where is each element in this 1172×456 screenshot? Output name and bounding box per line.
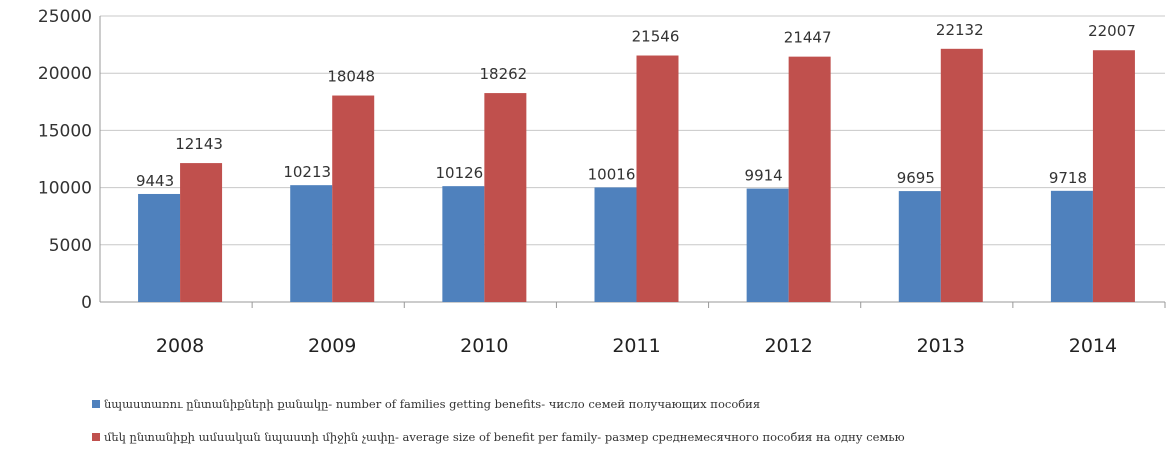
bar-families-2010 (442, 186, 485, 302)
data-label: 9718 (1049, 169, 1087, 187)
x-tick-label: 2012 (764, 335, 812, 357)
data-label: 21546 (632, 28, 680, 46)
bar-families-2011 (594, 187, 637, 302)
x-tick-label: 2013 (917, 335, 965, 357)
legend-swatch-benefit-size (92, 433, 100, 441)
legend-entry-families: նպաստառու ընտանիքների քանակը- number of … (92, 397, 760, 411)
bar-benefit-size-2013 (940, 48, 983, 302)
data-label: 10126 (435, 164, 483, 182)
data-label: 18262 (479, 65, 527, 83)
data-label: 22007 (1088, 22, 1136, 40)
bar-families-2009 (290, 185, 333, 302)
bar-benefit-size-2008 (180, 163, 223, 302)
legend-entry-benefit-size: մեկ ընտանիքի ամսական նպաստի միջին չափը- … (92, 430, 905, 444)
data-label: 9443 (136, 172, 174, 190)
bar-families-2008 (138, 193, 181, 302)
y-tick-label: 5000 (49, 236, 92, 256)
bar-benefit-size-2011 (636, 55, 679, 302)
bar-benefit-size-2014 (1092, 50, 1135, 302)
y-tick-label: 10000 (38, 179, 92, 199)
data-label: 12143 (175, 135, 223, 153)
data-label: 18048 (327, 68, 375, 86)
bar-benefit-size-2010 (484, 93, 527, 302)
bar-families-2012 (746, 188, 789, 302)
x-tick-label: 2011 (612, 335, 660, 357)
data-label: 9914 (745, 167, 783, 185)
data-label: 10213 (283, 163, 331, 181)
y-tick-label: 25000 (38, 7, 92, 27)
bar-benefit-size-2009 (332, 95, 375, 302)
bar-families-2013 (898, 191, 941, 302)
x-tick-label: 2008 (156, 335, 204, 357)
legend-label-benefit-size: մեկ ընտանիքի ամսական նպաստի միջին չափը- … (104, 430, 905, 444)
legend-swatch-families (92, 400, 100, 408)
bar-families-2014 (1050, 190, 1093, 302)
y-tick-label: 0 (81, 293, 92, 313)
data-label: 10016 (588, 165, 636, 183)
x-tick-label: 2010 (460, 335, 508, 357)
x-tick-label: 2009 (308, 335, 356, 357)
data-label: 9695 (897, 169, 935, 187)
x-tick-label: 2014 (1069, 335, 1117, 357)
bar-benefit-size-2012 (788, 56, 831, 303)
y-tick-label: 15000 (38, 121, 92, 141)
legend-label-families: նպաստառու ընտանիքների քանակը- number of … (104, 397, 761, 411)
data-label: 21447 (784, 29, 832, 47)
y-tick-label: 20000 (38, 64, 92, 84)
data-label: 22132 (936, 21, 984, 39)
